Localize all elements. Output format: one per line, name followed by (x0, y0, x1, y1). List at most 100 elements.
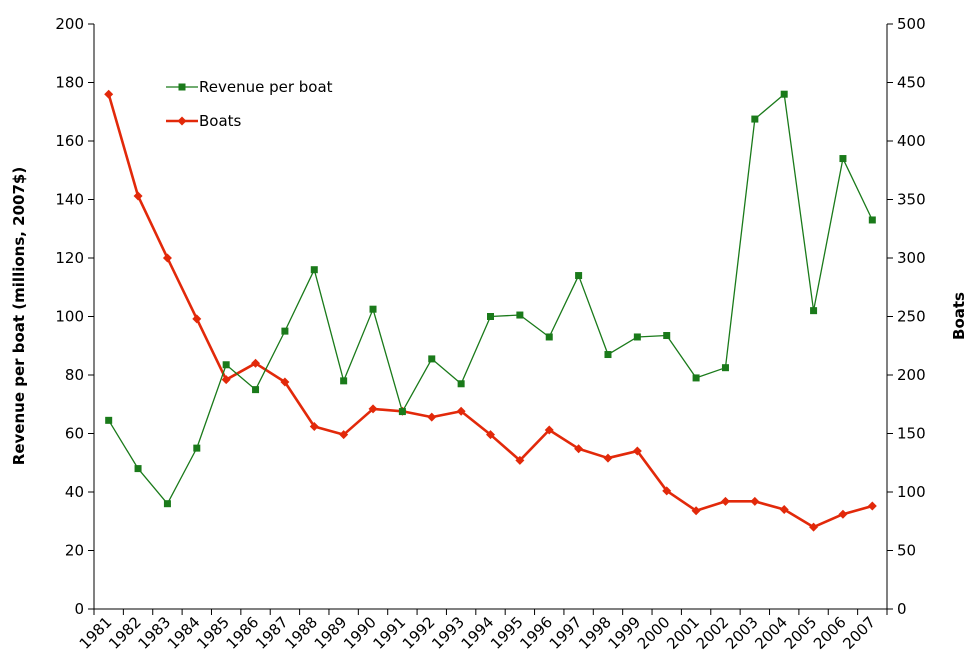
series-line-revenue-per-boat (108, 93, 873, 505)
y-axis-right-title: Boats (950, 292, 967, 340)
x-tick-label: 2002 (693, 613, 733, 653)
data-point-boats (280, 377, 290, 387)
data-point-revenue-per-boat (633, 333, 641, 341)
data-point-revenue-per-boat (281, 327, 289, 335)
x-tick-label: 1996 (516, 613, 556, 653)
data-point-revenue-per-boat (105, 416, 113, 424)
data-point-boats (162, 253, 172, 263)
x-tick-label: 1982 (105, 613, 145, 653)
y-left-tick-label: 160 (55, 132, 84, 150)
data-point-revenue-per-boat (545, 333, 553, 341)
axes: 0204060801001201401601802000501001502002… (55, 15, 925, 653)
data-point-boats (192, 314, 202, 324)
data-point-revenue-per-boat (193, 444, 201, 452)
x-tick-label: 1988 (281, 613, 321, 653)
x-tick-label: 2006 (810, 613, 850, 653)
x-tick-label: 1983 (135, 613, 175, 653)
x-tick-label: 1991 (369, 613, 409, 653)
data-point-boats (720, 496, 730, 506)
data-point-revenue-per-boat (575, 272, 583, 280)
y-left-tick-label: 40 (65, 483, 84, 501)
data-point-revenue-per-boat (163, 500, 171, 508)
data-point-revenue-per-boat (810, 307, 818, 315)
y-right-tick-label: 150 (897, 425, 926, 443)
data-point-boats (544, 425, 554, 435)
x-tick-label: 1995 (487, 613, 527, 653)
series-line-boats (107, 93, 873, 529)
y-left-tick-label: 100 (55, 308, 84, 326)
data-point-boats (309, 421, 319, 431)
x-tick-label: 2007 (839, 613, 879, 653)
data-point-revenue-per-boat (516, 311, 524, 319)
y-right-tick-label: 350 (897, 191, 926, 209)
data-point-boats (603, 453, 613, 463)
x-tick-label: 1985 (193, 613, 233, 653)
data-point-boats (515, 455, 525, 465)
data-point-revenue-per-boat (868, 216, 876, 224)
y-right-tick-label: 50 (897, 542, 916, 560)
x-tick-label: 1984 (164, 613, 204, 653)
legend-item-revenue-per-boat: Revenue per boat (166, 78, 333, 96)
x-tick-label: 2005 (781, 613, 821, 653)
x-tick-label: 1989 (311, 613, 351, 653)
data-point-boats (104, 89, 114, 99)
y-left-tick-label: 20 (65, 542, 84, 560)
data-point-revenue-per-boat (340, 377, 348, 385)
y-left-tick-label: 0 (74, 600, 84, 618)
y-left-tick-label: 180 (55, 74, 84, 92)
legend-item-boats: Boats (166, 112, 242, 130)
data-point-boats (133, 191, 143, 201)
y-left-tick-label: 120 (55, 249, 84, 267)
x-tick-label: 1986 (223, 613, 263, 653)
x-tick-label: 2003 (722, 613, 762, 653)
data-point-revenue-per-boat (663, 332, 671, 340)
data-point-boats (779, 505, 789, 515)
data-point-revenue-per-boat (604, 351, 612, 359)
series-revenue-per-boat (105, 90, 876, 508)
y-right-tick-label: 450 (897, 74, 926, 92)
y-left-tick-label: 200 (55, 15, 84, 33)
data-point-boats (486, 430, 495, 440)
y-right-tick-label: 500 (897, 15, 926, 33)
data-point-revenue-per-boat (457, 380, 465, 388)
data-point-revenue-per-boat (369, 305, 377, 313)
x-tick-label: 1987 (252, 613, 292, 653)
data-point-revenue-per-boat (751, 115, 759, 123)
x-tick-label: 1999 (604, 613, 644, 653)
y-right-tick-label: 200 (897, 366, 926, 384)
data-point-boats (691, 506, 701, 516)
legend-label: Revenue per boat (199, 78, 333, 96)
data-point-boats (867, 501, 877, 511)
data-point-boats (838, 509, 848, 519)
y-left-tick-label: 80 (65, 366, 84, 384)
data-point-revenue-per-boat (839, 155, 847, 163)
data-point-revenue-per-boat (252, 386, 260, 394)
y-right-tick-label: 0 (897, 600, 907, 618)
data-point-revenue-per-boat (780, 90, 788, 98)
x-tick-label: 1993 (428, 613, 468, 653)
y-right-tick-label: 400 (897, 132, 926, 150)
data-point-revenue-per-boat (310, 266, 318, 274)
data-point-revenue-per-boat (692, 374, 700, 382)
legend: Revenue per boat Boats (166, 78, 333, 130)
legend-swatch-marker (177, 116, 187, 126)
y-right-tick-label: 100 (897, 483, 926, 501)
data-point-revenue-per-boat (398, 408, 406, 416)
data-point-boats (339, 430, 349, 440)
x-tick-label: 1998 (575, 613, 615, 653)
data-point-boats (427, 412, 437, 422)
x-tick-label: 2000 (634, 613, 674, 653)
data-point-boats (574, 444, 584, 454)
data-point-revenue-per-boat (428, 355, 436, 363)
data-point-boats (809, 522, 819, 532)
x-tick-label: 1994 (458, 613, 498, 653)
x-tick-label: 2001 (663, 613, 703, 653)
y-left-tick-label: 140 (55, 191, 84, 209)
x-tick-label: 1981 (76, 613, 116, 653)
data-point-revenue-per-boat (487, 313, 494, 320)
y-right-tick-label: 250 (897, 308, 926, 326)
x-tick-label: 1992 (399, 613, 439, 653)
x-tick-label: 2004 (751, 613, 791, 653)
